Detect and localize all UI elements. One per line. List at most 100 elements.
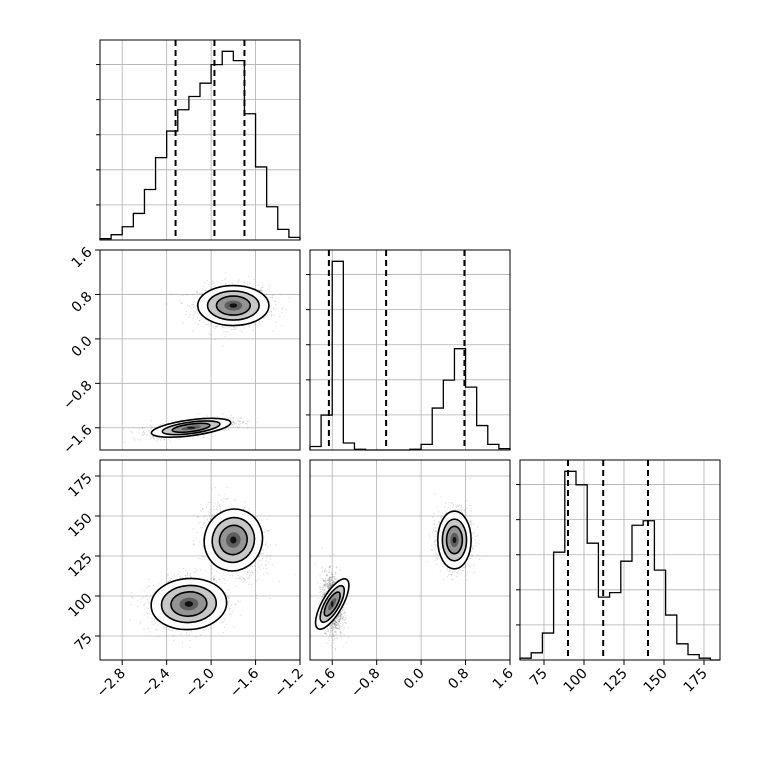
density-contours-mode-1 — [196, 284, 270, 327]
sample-point — [137, 606, 139, 608]
sample-point — [272, 294, 274, 297]
sample-point — [248, 325, 251, 327]
histogram-steps-param_1 — [309, 260, 511, 451]
sample-point — [213, 579, 215, 581]
sample-point — [137, 438, 139, 440]
sample-point — [205, 290, 207, 292]
sample-point — [214, 327, 216, 330]
sample-point — [247, 571, 249, 573]
sample-point — [134, 439, 136, 441]
sample-point — [206, 415, 209, 417]
sample-point — [238, 420, 240, 422]
sample-point — [267, 530, 269, 532]
sample-point — [192, 540, 195, 542]
sample-point — [221, 325, 223, 328]
sample-point — [167, 438, 170, 440]
sample-point — [245, 325, 247, 327]
sample-point — [220, 499, 222, 501]
sample-point — [185, 576, 187, 579]
sample-point — [156, 439, 158, 441]
sample-point — [146, 598, 148, 600]
sample-point — [259, 568, 262, 570]
sample-point — [148, 631, 150, 633]
sample-point — [208, 323, 210, 325]
sample-point — [152, 425, 154, 427]
sample-point — [249, 282, 251, 285]
sample-point — [241, 576, 244, 578]
sample-point — [209, 325, 211, 327]
sample-point — [251, 570, 253, 572]
sample-point — [217, 503, 219, 505]
sample-point — [246, 421, 249, 423]
sample-point — [185, 634, 188, 636]
sample-point — [271, 297, 273, 299]
sample-point — [251, 565, 253, 567]
sample-point — [263, 536, 265, 538]
sample-point — [214, 487, 217, 489]
sample-point — [261, 286, 263, 289]
sample-point — [265, 563, 267, 565]
sample-point — [203, 517, 205, 519]
sample-point — [147, 616, 149, 618]
sample-point — [262, 317, 264, 319]
sample-point — [147, 602, 149, 605]
sample-point — [247, 281, 249, 284]
sample-point — [202, 546, 204, 548]
histogram-steps-param_0 — [99, 50, 301, 240]
sample-point — [269, 296, 272, 298]
sample-point — [248, 576, 250, 578]
sample-point — [259, 290, 261, 292]
sample-point — [228, 280, 230, 283]
sample-point — [224, 283, 227, 286]
sample-point — [142, 431, 144, 433]
sample-point — [269, 301, 271, 303]
sample-point — [244, 501, 246, 503]
sample-point — [239, 577, 242, 580]
sample-point — [248, 275, 250, 278]
sample-point — [150, 438, 152, 440]
sample-point — [265, 571, 268, 574]
sample-point — [214, 326, 216, 328]
sample-point — [246, 577, 248, 579]
sample-point — [198, 319, 201, 322]
sample-point — [223, 430, 226, 432]
sample-point — [270, 310, 272, 312]
sample-point — [192, 317, 195, 320]
sample-point — [222, 429, 224, 431]
sample-point — [216, 508, 218, 510]
sample-point — [192, 306, 195, 309]
sample-point — [196, 435, 198, 437]
sample-point — [203, 523, 205, 525]
sample-point — [252, 573, 254, 575]
sample-point — [262, 284, 264, 286]
sample-point — [282, 307, 284, 309]
contour-line — [196, 284, 270, 327]
sample-point — [259, 289, 261, 292]
y-tick-label: 0.8 — [69, 289, 96, 316]
sample-point — [176, 438, 178, 440]
sample-point — [138, 432, 140, 434]
panel-content — [100, 250, 300, 450]
sample-point — [150, 419, 153, 422]
sample-point — [195, 304, 197, 306]
sample-point — [154, 588, 156, 590]
sample-point — [269, 597, 271, 600]
sample-point — [236, 578, 239, 580]
sample-point — [231, 423, 234, 426]
sample-point — [207, 323, 209, 326]
sample-point — [253, 278, 255, 281]
sample-point — [163, 627, 165, 629]
sample-point — [258, 321, 261, 323]
sample-point — [247, 283, 249, 285]
sample-point — [145, 611, 148, 614]
sample-point — [186, 438, 188, 440]
sample-point — [159, 424, 162, 426]
y-tick-label: 1.6 — [69, 244, 96, 271]
sample-point — [267, 545, 269, 547]
sample-point — [268, 318, 270, 321]
sample-point — [253, 565, 256, 567]
sample-point — [243, 327, 245, 329]
sample-point — [244, 281, 246, 283]
sample-point — [251, 572, 253, 574]
sample-point — [167, 568, 169, 571]
